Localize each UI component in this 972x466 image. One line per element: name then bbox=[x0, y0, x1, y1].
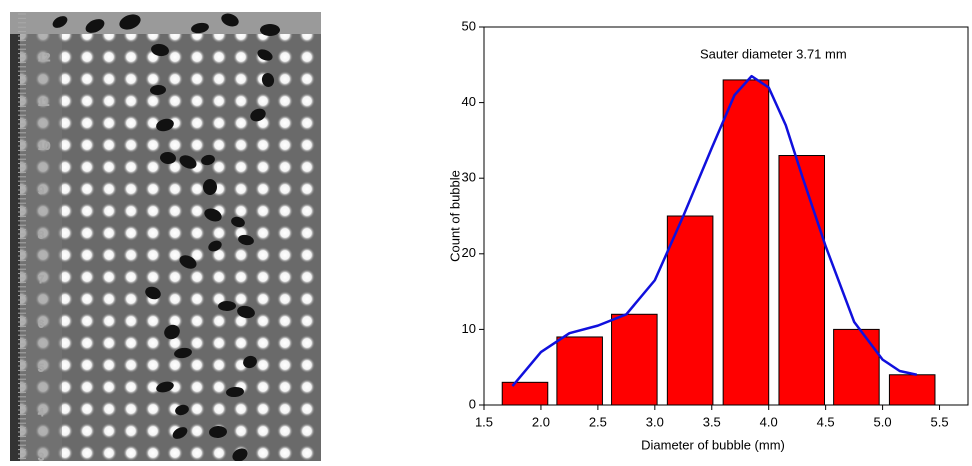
bar bbox=[666, 215, 714, 406]
bubble bbox=[260, 24, 280, 36]
bubble bbox=[119, 14, 141, 30]
ruler-label: 7 bbox=[38, 274, 44, 286]
x-tick-label: 2.5 bbox=[589, 414, 607, 429]
bubble bbox=[156, 381, 174, 393]
bar bbox=[722, 79, 770, 406]
bubble bbox=[191, 22, 209, 34]
bubble bbox=[231, 216, 245, 228]
bubble bbox=[164, 324, 180, 340]
bubble bbox=[52, 16, 68, 28]
ruler-label: 6 bbox=[38, 318, 44, 330]
bubble bbox=[261, 73, 275, 87]
bubble bbox=[209, 425, 227, 439]
photo: 12 11 10 9 8 7 6 5 4 3 bbox=[10, 12, 321, 461]
ruler-label: 3 bbox=[38, 452, 44, 461]
x-axis-label: Diameter of bubble (mm) bbox=[641, 437, 785, 452]
bubble bbox=[156, 118, 174, 132]
x-tick-label: 4.0 bbox=[760, 414, 778, 429]
bubble bbox=[238, 234, 254, 246]
x-tick-label: 5.0 bbox=[874, 414, 892, 429]
y-tick-label: 30 bbox=[462, 170, 476, 185]
bubble bbox=[145, 286, 161, 300]
bubble bbox=[179, 155, 197, 169]
bubble bbox=[237, 305, 255, 319]
y-tick-label: 40 bbox=[462, 94, 476, 109]
bubble bbox=[218, 300, 236, 312]
y-tick-label: 50 bbox=[462, 18, 476, 33]
bubble bbox=[203, 179, 217, 195]
bar bbox=[501, 381, 549, 406]
bubble bbox=[174, 347, 192, 359]
ruler-label: 10 bbox=[38, 141, 50, 153]
bubble bbox=[250, 108, 266, 122]
bubble bbox=[201, 154, 215, 166]
bubble bbox=[85, 19, 105, 33]
ruler-label: 11 bbox=[38, 96, 49, 108]
bubble bbox=[150, 84, 166, 96]
plot-frame bbox=[483, 26, 969, 406]
bar bbox=[611, 313, 658, 406]
x-tick-label: 3.0 bbox=[646, 414, 664, 429]
ruler-label: 4 bbox=[38, 407, 44, 419]
bubble bbox=[257, 49, 273, 61]
bubble bbox=[175, 404, 189, 416]
ruler-label: 8 bbox=[38, 230, 44, 242]
bar bbox=[778, 155, 826, 406]
bar bbox=[833, 328, 880, 406]
x-tick-label: 1.5 bbox=[475, 414, 493, 429]
y-tick-label: 20 bbox=[462, 245, 476, 260]
bubble bbox=[232, 448, 248, 461]
ruler-label: 12 bbox=[38, 52, 50, 64]
x-tick-label: 2.0 bbox=[532, 414, 550, 429]
bubble bbox=[221, 13, 239, 27]
y-tick-label: 10 bbox=[462, 321, 476, 336]
x-tick-label: 4.5 bbox=[817, 414, 835, 429]
bubble bbox=[243, 355, 257, 369]
bubble bbox=[226, 386, 244, 398]
annotation: Sauter diameter 3.71 mm bbox=[700, 46, 847, 61]
y-axis-label: Count of bubble bbox=[447, 170, 462, 262]
y-tick-label: 0 bbox=[469, 396, 476, 411]
bar bbox=[888, 374, 936, 406]
bubble bbox=[160, 151, 176, 165]
x-tick-label: 3.5 bbox=[703, 414, 721, 429]
bubble bbox=[179, 255, 197, 269]
bubble bbox=[151, 43, 169, 57]
bar bbox=[556, 336, 603, 406]
ruler-label: 9 bbox=[38, 185, 44, 197]
x-tick-label: 5.5 bbox=[930, 414, 948, 429]
ruler-label: 5 bbox=[38, 363, 44, 375]
fit-curve bbox=[511, 74, 918, 387]
bubble bbox=[208, 240, 222, 252]
bubble bbox=[172, 427, 188, 439]
bubble bbox=[204, 208, 222, 222]
